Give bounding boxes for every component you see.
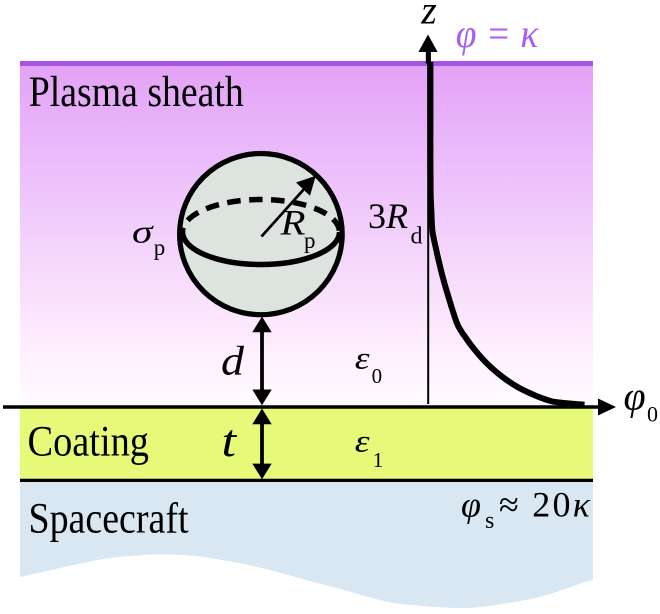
svg-text:3R: 3R	[368, 196, 408, 236]
svg-text:Spacecraft: Spacecraft	[29, 495, 189, 543]
svg-text:p: p	[304, 228, 316, 253]
svg-text:ε: ε	[355, 422, 370, 458]
svg-text:R: R	[279, 202, 305, 242]
svg-text:1: 1	[373, 448, 384, 472]
svg-text:ε: ε	[355, 339, 370, 375]
svg-text:0: 0	[372, 364, 383, 388]
svg-text:φ: φ	[461, 485, 481, 525]
svg-text:p: p	[154, 235, 166, 260]
svg-text:0: 0	[647, 401, 658, 426]
svg-text:t: t	[222, 415, 238, 466]
svg-text:σ: σ	[132, 215, 155, 251]
svg-text:φ: φ	[624, 374, 646, 419]
svg-text:≈ 20κ: ≈ 20κ	[499, 485, 591, 525]
svg-text:d: d	[411, 224, 423, 250]
svg-text:z: z	[420, 0, 437, 33]
svg-text:d: d	[221, 338, 245, 384]
svg-text:φ = κ: φ = κ	[456, 11, 539, 56]
svg-text:Plasma sheath: Plasma sheath	[29, 68, 244, 116]
svg-text:s: s	[485, 508, 494, 534]
svg-text:Coating: Coating	[28, 418, 150, 465]
